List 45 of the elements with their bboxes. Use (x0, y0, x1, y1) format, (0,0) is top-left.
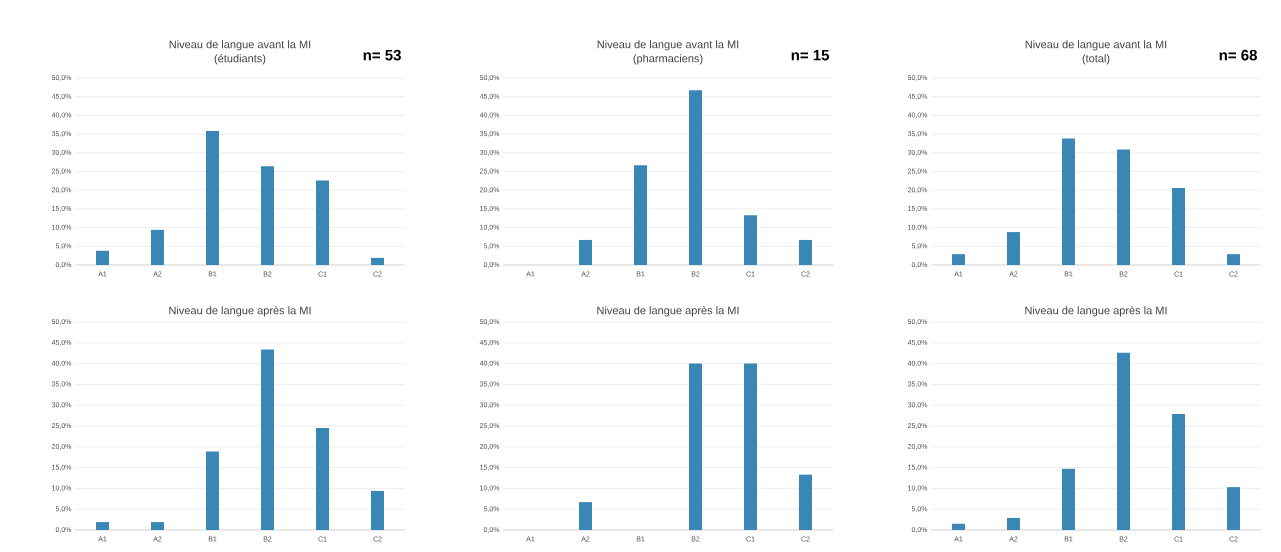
bar (579, 239, 593, 265)
bar (799, 239, 812, 265)
bar (744, 215, 758, 265)
chart-subtitle: (pharmaciens) (633, 54, 703, 65)
bar (151, 522, 164, 530)
bar (952, 254, 966, 265)
bar (1062, 138, 1076, 265)
bar (261, 349, 274, 530)
chart-title: Niveau de langue avant la MI (1025, 40, 1167, 51)
chart-title: Niveau de langue avant la MI (169, 40, 311, 51)
bar (634, 165, 648, 265)
bar (799, 474, 812, 530)
bar (96, 522, 110, 530)
text: n= 53 (363, 49, 401, 61)
chart-subtitle: (étudiants) (214, 54, 266, 65)
bar (1117, 149, 1131, 265)
bar (96, 250, 110, 265)
bar (1007, 517, 1021, 530)
bar (1062, 468, 1076, 530)
bar (371, 257, 384, 265)
bar (151, 229, 164, 265)
bar (689, 90, 703, 265)
bar (1007, 232, 1021, 265)
bar (206, 451, 219, 530)
bar (579, 502, 593, 530)
bar (261, 166, 274, 265)
bar (744, 363, 758, 530)
chart-title: Niveau de langue après la MI (169, 306, 311, 317)
text: n= 68 (1219, 49, 1257, 61)
bar (316, 180, 329, 265)
bar (1172, 187, 1186, 265)
chart-title: Niveau de langue après la MI (597, 306, 739, 317)
bar (206, 131, 219, 265)
bar (1227, 487, 1241, 530)
bar (689, 363, 703, 530)
bar (316, 428, 329, 530)
chart-subtitle: (total) (1082, 54, 1110, 65)
bar (1117, 352, 1131, 530)
bar (952, 523, 966, 530)
bar (371, 490, 384, 530)
chart-title: Niveau de langue avant la MI (597, 40, 739, 51)
bar (1172, 413, 1186, 530)
bar (1227, 254, 1241, 265)
text: n= 15 (791, 50, 830, 61)
chart-title: Niveau de langue après la MI (1025, 306, 1167, 317)
